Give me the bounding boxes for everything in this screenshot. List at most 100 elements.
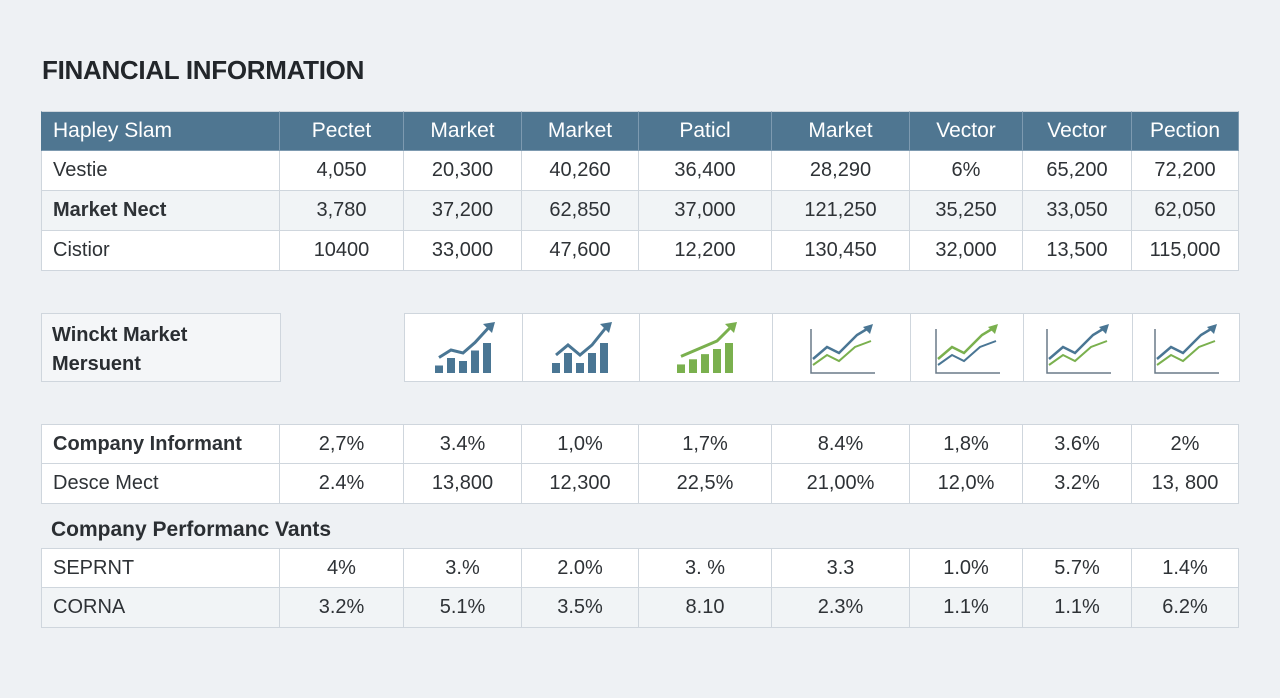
table-cell: 12,200 xyxy=(639,231,772,271)
row-label: SEPRNT xyxy=(41,548,280,588)
table-cell: 40,260 xyxy=(522,151,639,191)
icon-trend-line xyxy=(437,323,492,359)
icon-axis xyxy=(809,328,875,374)
bar-growth-icon xyxy=(434,321,495,373)
page-title: FINANCIAL INFORMATION xyxy=(42,55,365,85)
icon-bar xyxy=(588,352,596,373)
icon-bar xyxy=(725,342,733,373)
table-cell: 5.7% xyxy=(1023,548,1132,588)
header-cell: Vector xyxy=(910,111,1023,151)
icon-secondary-line xyxy=(937,339,997,366)
icon-arrowhead xyxy=(1207,323,1217,334)
icon-bar xyxy=(576,362,584,373)
header-cell: Pection xyxy=(1132,111,1239,151)
icon-axis xyxy=(1046,328,1111,374)
icon-bar xyxy=(552,362,560,373)
icon-axis xyxy=(935,328,1000,374)
table-cell: 47,600 xyxy=(522,231,639,271)
table-cell: 1.1% xyxy=(910,588,1023,628)
icon-secondary-line xyxy=(1048,339,1108,366)
row-label: Cistior xyxy=(41,231,280,271)
icon-bar xyxy=(434,365,443,373)
table-cell: 33,050 xyxy=(1023,191,1132,231)
header-cell: Paticl xyxy=(639,111,772,151)
table-cell: 1,8% xyxy=(910,424,1023,464)
icon-bar xyxy=(482,342,491,373)
icon-bar xyxy=(677,363,685,373)
table-cell: 3,780 xyxy=(280,191,404,231)
icon-trend-line xyxy=(811,327,868,360)
table-cell: 6.2% xyxy=(1132,588,1239,628)
table-cell: 22,5% xyxy=(639,464,772,504)
table-cell: 130,450 xyxy=(772,231,910,271)
table-cell: 20,300 xyxy=(404,151,522,191)
icon-arrowhead xyxy=(988,323,998,334)
icon-arrowhead xyxy=(600,321,612,333)
table-cell: 37,000 xyxy=(639,191,772,231)
table-cell: 33,000 xyxy=(404,231,522,271)
trend-icon-cell xyxy=(523,313,640,382)
table-cell: 3.2% xyxy=(1023,464,1132,504)
icon-bar xyxy=(701,353,709,373)
table-cell: 1,0% xyxy=(522,424,639,464)
table-cell: 4,050 xyxy=(280,151,404,191)
table-cell: 8.4% xyxy=(772,424,910,464)
icon-bar xyxy=(470,350,479,373)
table-cell: 2.0% xyxy=(522,548,639,588)
icon-bar xyxy=(564,352,572,373)
line-growth-icon xyxy=(1154,323,1219,374)
trend-icon-cell xyxy=(911,313,1024,382)
icon-trend-line xyxy=(937,327,993,360)
header-cell: Pectet xyxy=(280,111,404,151)
trend-icon-cell xyxy=(640,313,773,382)
table-cell: 62,050 xyxy=(1132,191,1239,231)
icon-trend-line xyxy=(680,323,735,358)
line-growth-icon xyxy=(809,323,875,374)
row-label: CORNA xyxy=(41,588,280,628)
icon-bar xyxy=(600,342,608,373)
table-cell: 2,7% xyxy=(280,424,404,464)
row-label: Company Informant xyxy=(41,424,280,464)
table-cell: 3.5% xyxy=(522,588,639,628)
table-cell: 121,250 xyxy=(772,191,910,231)
table-cell: 3.2% xyxy=(280,588,404,628)
header-cell: Vector xyxy=(1023,111,1132,151)
icon-bar xyxy=(458,360,467,373)
icon-bar xyxy=(446,357,455,373)
icon-arrowhead xyxy=(1099,323,1109,334)
row-label: Desce Mect xyxy=(41,464,280,504)
line-growth-icon xyxy=(1046,323,1111,374)
table-cell: 36,400 xyxy=(639,151,772,191)
table-cell: 13, 800 xyxy=(1132,464,1239,504)
section-heading: Company Performanc Vants xyxy=(51,518,332,541)
bar-growth-icon xyxy=(552,321,612,373)
table-cell: 13,800 xyxy=(404,464,522,504)
trend-icon-cell xyxy=(405,313,523,382)
table-cell: 1.4% xyxy=(1132,548,1239,588)
table-cell: 21,00% xyxy=(772,464,910,504)
table-cell: 37,200 xyxy=(404,191,522,231)
company-information-table: Company Informant 2,7% 3.4% 1,0% 1,7% 8.4% 1,8… xyxy=(41,424,1239,504)
table-cell: 12,300 xyxy=(522,464,639,504)
icon-arrowhead xyxy=(725,321,737,333)
icon-bar xyxy=(713,348,721,373)
icon-secondary-line xyxy=(1156,339,1216,366)
table-cell: 62,850 xyxy=(522,191,639,231)
header-cell: Market xyxy=(772,111,910,151)
trend-icon-cell xyxy=(1024,313,1133,382)
table-cell: 3. % xyxy=(639,548,772,588)
header-cell: Market xyxy=(404,111,522,151)
table-cell: 72,200 xyxy=(1132,151,1239,191)
table-cell: 115,000 xyxy=(1132,231,1239,271)
header-cell-label: Hapley Slam xyxy=(41,111,280,151)
table-cell: 32,000 xyxy=(910,231,1023,271)
icon-arrowhead xyxy=(862,323,873,334)
table-cell: 3.3 xyxy=(772,548,910,588)
header-cell: Market xyxy=(522,111,639,151)
table-cell: 10400 xyxy=(280,231,404,271)
table-cell: 3.4% xyxy=(404,424,522,464)
table-cell: 65,200 xyxy=(1023,151,1132,191)
table-cell: 1,7% xyxy=(639,424,772,464)
table-cell: 3.6% xyxy=(1023,424,1132,464)
icon-trend-line xyxy=(555,323,610,357)
